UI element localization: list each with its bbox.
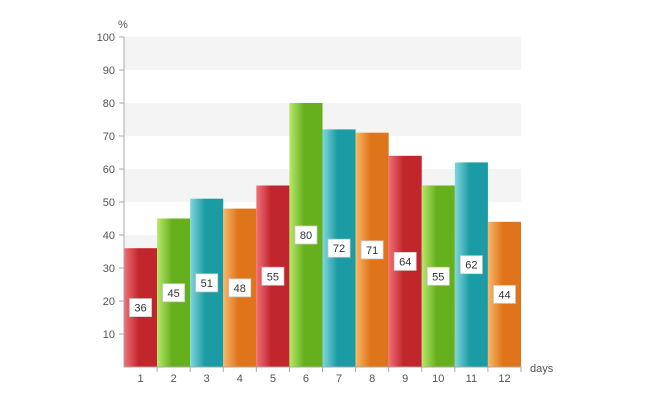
data-label: 36 (134, 303, 146, 315)
y-tick-label: 30 (103, 263, 115, 275)
data-label: 45 (168, 288, 180, 300)
x-tick-label: 11 (466, 373, 477, 385)
x-axis-label: days (530, 363, 554, 375)
y-tick-label: 20 (103, 296, 115, 308)
x-tick-label: 4 (237, 373, 243, 385)
grid-band (124, 37, 521, 70)
x-tick-label: 9 (402, 373, 408, 385)
x-tick-label: 8 (369, 373, 375, 385)
y-tick-label: 40 (103, 230, 115, 242)
data-label-box (129, 298, 152, 318)
data-label-box (294, 225, 318, 245)
data-label-box (493, 284, 516, 304)
y-tick-label: 70 (103, 131, 115, 143)
bars-group (124, 103, 521, 367)
data-label: 71 (366, 245, 378, 257)
data-label: 51 (201, 278, 213, 290)
y-tick-label: 100 (97, 32, 115, 44)
x-tick-label: 2 (171, 373, 177, 385)
data-label: 80 (300, 230, 312, 242)
x-tick-label: 5 (270, 373, 276, 385)
data-label-box (393, 251, 417, 271)
data-label-box (261, 266, 285, 286)
x-tick-label: 1 (137, 373, 143, 385)
data-labels-group: 36 45 51 48 55 80 72 71 64 55 62 44 (129, 225, 516, 318)
x-tick-label: 10 (432, 373, 444, 385)
data-label-box (360, 240, 384, 260)
data-label: 48 (234, 283, 246, 295)
data-label-box (162, 283, 186, 303)
x-tick-label: 7 (336, 373, 342, 385)
data-label-box (327, 238, 351, 258)
data-label: 64 (399, 256, 411, 268)
data-label-box (228, 278, 252, 298)
y-tick-label: 10 (103, 329, 115, 341)
data-label: 72 (333, 243, 345, 255)
y-tick-label: 50 (103, 197, 115, 209)
y-tick-label: 60 (103, 164, 115, 176)
data-label: 55 (432, 271, 444, 283)
data-label-box (195, 273, 219, 293)
x-tick-label: 6 (303, 373, 309, 385)
data-label: 55 (267, 271, 279, 283)
data-label: 44 (498, 289, 510, 301)
data-label: 62 (465, 260, 477, 272)
data-label-box (426, 266, 450, 286)
y-axis-label: % (118, 19, 128, 31)
data-label-box (459, 255, 483, 275)
y-tick-label: 90 (103, 65, 115, 77)
y-tick-label: 80 (103, 98, 115, 110)
x-tick-label: 12 (498, 373, 510, 385)
x-tick-label: 3 (204, 373, 210, 385)
